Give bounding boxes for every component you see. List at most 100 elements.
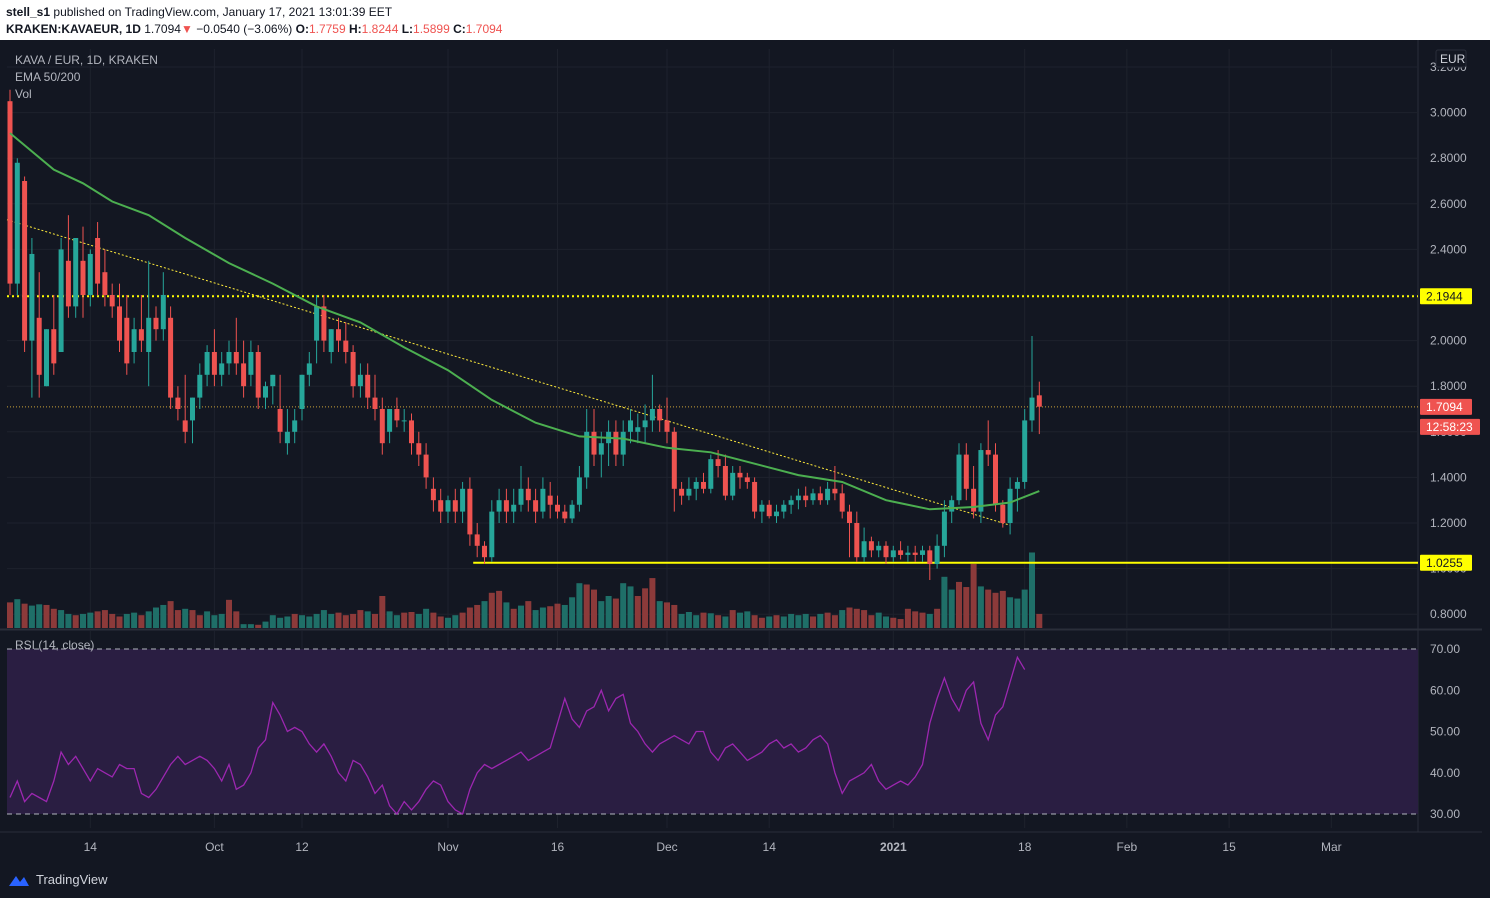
tradingview-logo[interactable]: TradingView xyxy=(8,872,108,887)
volume-bar xyxy=(977,586,984,628)
volume-bar xyxy=(992,592,999,628)
last-price-badge-label: 1.7094 xyxy=(1426,400,1463,414)
price-tick-label: 2.4000 xyxy=(1430,242,1467,256)
candle xyxy=(576,477,582,505)
volume-bar xyxy=(116,616,123,628)
price-tick-label: 1.4000 xyxy=(1430,470,1467,484)
volume-bar xyxy=(386,611,393,628)
volume-bar xyxy=(123,613,130,628)
volume-bar xyxy=(167,601,174,628)
volume-bar xyxy=(861,610,868,628)
volume-bar xyxy=(94,611,101,628)
candle xyxy=(941,511,947,546)
candle xyxy=(810,493,816,501)
candle xyxy=(766,504,772,517)
candle xyxy=(95,238,101,284)
legend-title: KAVA / EUR, 1D, KRAKEN xyxy=(15,53,158,67)
candle xyxy=(708,459,714,489)
candle xyxy=(22,181,28,341)
volume-bar xyxy=(36,604,43,628)
candle xyxy=(138,329,144,341)
tradingview-icon xyxy=(9,875,29,886)
candle xyxy=(387,409,393,432)
volume-bar xyxy=(466,607,473,628)
volume-bar xyxy=(758,617,765,628)
rsi-line xyxy=(9,655,1026,816)
currency-box[interactable] xyxy=(1435,49,1467,68)
volume-bar xyxy=(174,610,181,628)
volume-bar xyxy=(1014,598,1021,628)
volume-bar xyxy=(569,597,576,628)
publisher-name[interactable]: stell_s1 xyxy=(6,5,51,19)
candle xyxy=(277,409,283,432)
volume-bar xyxy=(488,592,495,628)
time-axis-label: 16 xyxy=(551,840,565,854)
legend-rsi: RSI (14, close) xyxy=(15,638,95,652)
volume-bar xyxy=(722,616,729,628)
volume-bar xyxy=(525,601,532,628)
candle xyxy=(569,504,575,519)
price-tick-label: 1.8000 xyxy=(1430,379,1467,393)
volume-bar xyxy=(839,610,846,628)
volume-bar xyxy=(853,608,860,628)
high-label: H: xyxy=(349,22,362,36)
volume-bar xyxy=(218,613,225,628)
published-text: published on TradingView.com, January 17… xyxy=(53,5,393,19)
volume-bar xyxy=(211,615,218,628)
volume-bar xyxy=(240,624,247,628)
candle xyxy=(379,409,385,444)
candle xyxy=(328,329,334,352)
candle xyxy=(503,500,509,512)
volume-bar xyxy=(320,610,327,628)
candle xyxy=(518,488,524,505)
candle xyxy=(1000,504,1006,523)
rsi-tick-label: 60.00 xyxy=(1430,683,1460,697)
volume-bar xyxy=(153,607,159,628)
time-axis-label: 18 xyxy=(1018,840,1032,854)
candle xyxy=(44,329,49,387)
ema-50-line xyxy=(9,132,1040,511)
volume-bar xyxy=(160,604,167,628)
candle xyxy=(620,431,626,455)
candle xyxy=(978,450,984,512)
volume-bar xyxy=(14,599,21,628)
volume-bar xyxy=(956,581,962,628)
candle xyxy=(759,504,765,512)
candle xyxy=(905,552,911,555)
candle xyxy=(65,260,71,307)
trendline xyxy=(6,219,1011,526)
candle xyxy=(752,481,758,512)
volume-bar xyxy=(80,613,86,628)
volume-bar xyxy=(299,615,305,628)
volume-bar xyxy=(780,616,787,628)
candle xyxy=(927,550,933,565)
candle xyxy=(29,253,35,341)
candle xyxy=(190,397,195,421)
volume-bar xyxy=(1036,613,1043,628)
volume-bar xyxy=(204,611,211,628)
volume-bar xyxy=(50,608,57,628)
price-tick-label: 2.6000 xyxy=(1430,197,1467,211)
volume-bar xyxy=(277,617,284,628)
candle xyxy=(467,488,473,535)
publish-info: stell_s1 published on TradingView.com, J… xyxy=(6,5,392,19)
candle xyxy=(868,541,874,551)
candle xyxy=(584,431,590,478)
candle xyxy=(817,493,823,501)
candle xyxy=(263,386,268,398)
volume-bar xyxy=(685,612,692,628)
volume-bar xyxy=(408,612,415,628)
candle xyxy=(350,352,356,387)
volume-bar xyxy=(182,608,189,628)
close-value: 1.7094 xyxy=(465,22,503,36)
candle xyxy=(781,504,787,512)
chart-canvas[interactable]: 3.20003.00002.80002.60002.40002.20002.00… xyxy=(0,40,1490,862)
volume-bar xyxy=(452,615,459,628)
resistance-badge xyxy=(1420,288,1472,305)
volume-bar xyxy=(846,607,853,628)
volume-bar xyxy=(912,611,919,628)
volume-bar xyxy=(810,616,816,628)
candle xyxy=(124,317,130,364)
candle xyxy=(357,374,363,387)
volume-bar xyxy=(627,586,634,628)
